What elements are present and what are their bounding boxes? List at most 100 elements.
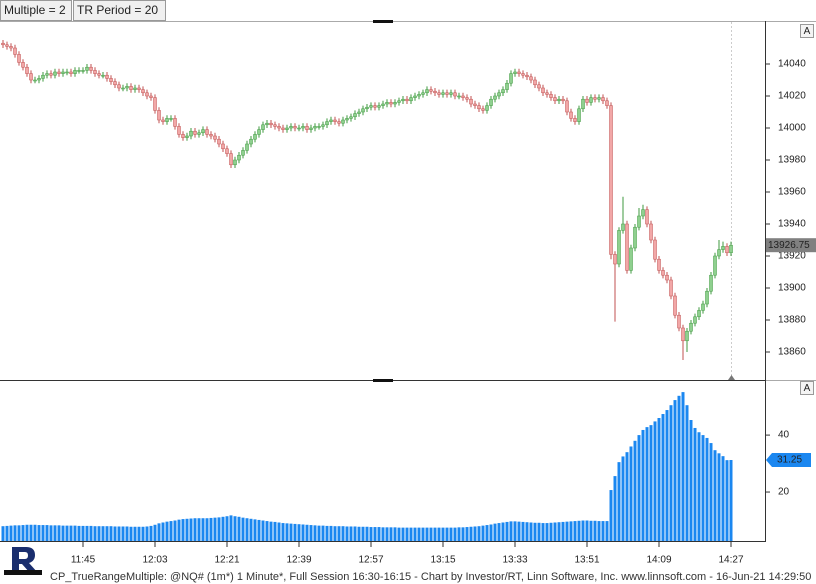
bar bbox=[389, 527, 393, 541]
y-tick-label: 13880 bbox=[778, 315, 806, 326]
bar bbox=[429, 527, 433, 541]
candle-body bbox=[97, 73, 101, 76]
bar bbox=[513, 521, 517, 541]
candle-body bbox=[405, 98, 409, 102]
candle-body bbox=[573, 118, 577, 122]
candle-body bbox=[9, 46, 13, 49]
candle-body bbox=[533, 79, 537, 86]
bar bbox=[301, 524, 305, 541]
pane-handle[interactable] bbox=[373, 379, 393, 382]
candle-body bbox=[569, 111, 573, 119]
bar bbox=[469, 526, 473, 541]
bar bbox=[109, 526, 113, 541]
x-tick-label: 11:45 bbox=[71, 555, 96, 566]
bar bbox=[281, 523, 285, 541]
bar bbox=[361, 526, 365, 541]
toolbar-button-label[interactable]: TR Period = 20 bbox=[77, 3, 158, 17]
candle-body bbox=[169, 118, 173, 120]
bar bbox=[593, 520, 597, 541]
bar bbox=[349, 526, 353, 541]
candle-body bbox=[221, 143, 225, 150]
bar bbox=[569, 521, 573, 541]
bar bbox=[9, 525, 13, 541]
candle-body bbox=[361, 108, 365, 113]
candle-body bbox=[437, 92, 441, 95]
y-tick-label: 13900 bbox=[778, 283, 806, 294]
bar bbox=[589, 520, 593, 541]
bar bbox=[477, 526, 481, 541]
candle-body bbox=[501, 89, 505, 94]
candle-body bbox=[697, 310, 701, 318]
y-tick-label: 14040 bbox=[778, 59, 806, 70]
candle-body bbox=[561, 98, 565, 102]
bar bbox=[181, 519, 185, 541]
bar bbox=[449, 527, 453, 541]
toolbar-button[interactable] bbox=[73, 0, 166, 21]
candle-body bbox=[709, 274, 713, 292]
bar bbox=[617, 462, 621, 541]
toolbar-button-label[interactable]: Multiple = 2 bbox=[4, 3, 66, 17]
candle-body bbox=[61, 71, 65, 74]
bar bbox=[645, 427, 649, 541]
candle-body bbox=[409, 97, 413, 102]
candle-body bbox=[469, 98, 473, 105]
candle-body bbox=[129, 86, 133, 90]
bar bbox=[385, 527, 389, 541]
candle-body bbox=[233, 159, 237, 166]
candle-body bbox=[701, 303, 705, 311]
candle-body bbox=[601, 97, 605, 102]
bar bbox=[425, 527, 429, 541]
bar bbox=[209, 517, 213, 541]
pane-button[interactable] bbox=[800, 381, 814, 395]
candle-body bbox=[5, 44, 9, 47]
candle-body bbox=[381, 103, 385, 106]
bar bbox=[405, 527, 409, 541]
bar bbox=[105, 526, 109, 541]
candle-body bbox=[621, 223, 625, 231]
bar bbox=[305, 524, 309, 541]
candle-body bbox=[265, 122, 269, 126]
bar bbox=[393, 527, 397, 541]
bar bbox=[237, 516, 241, 541]
bar bbox=[505, 521, 509, 541]
bar bbox=[61, 525, 65, 541]
candle-body bbox=[213, 135, 217, 140]
bar bbox=[525, 522, 529, 541]
toolbar-button[interactable] bbox=[0, 0, 72, 21]
bar bbox=[189, 518, 193, 541]
y-tick-label: 13980 bbox=[778, 155, 806, 166]
bar bbox=[269, 521, 273, 541]
bar bbox=[193, 518, 197, 541]
bar bbox=[661, 414, 665, 541]
bar bbox=[629, 446, 633, 541]
y-tick-label: 13960 bbox=[778, 187, 806, 198]
candle-body bbox=[453, 92, 457, 97]
bar bbox=[57, 525, 61, 541]
bar bbox=[265, 521, 269, 541]
candle-body bbox=[625, 223, 629, 271]
pane-button-label[interactable]: A bbox=[804, 26, 811, 37]
bar bbox=[241, 517, 245, 541]
bar bbox=[557, 522, 561, 541]
candle-body bbox=[549, 94, 553, 98]
candle-body bbox=[609, 105, 613, 255]
bar bbox=[157, 523, 161, 541]
bar bbox=[161, 522, 165, 541]
bar bbox=[345, 526, 349, 541]
candle-body bbox=[545, 92, 549, 95]
candle-body bbox=[65, 71, 69, 74]
candle-body bbox=[21, 62, 25, 68]
bar bbox=[657, 418, 661, 541]
bar bbox=[253, 519, 257, 541]
pane-button[interactable] bbox=[800, 24, 814, 38]
bar bbox=[413, 527, 417, 541]
candle-body bbox=[309, 127, 313, 130]
pane-handle[interactable] bbox=[373, 20, 393, 23]
candle-body bbox=[141, 89, 145, 94]
candle-body bbox=[225, 148, 229, 154]
bar bbox=[365, 526, 369, 541]
candle-body bbox=[165, 118, 169, 122]
candle-body bbox=[441, 92, 445, 95]
bar bbox=[273, 521, 277, 541]
pane-button-label[interactable]: A bbox=[804, 383, 811, 394]
